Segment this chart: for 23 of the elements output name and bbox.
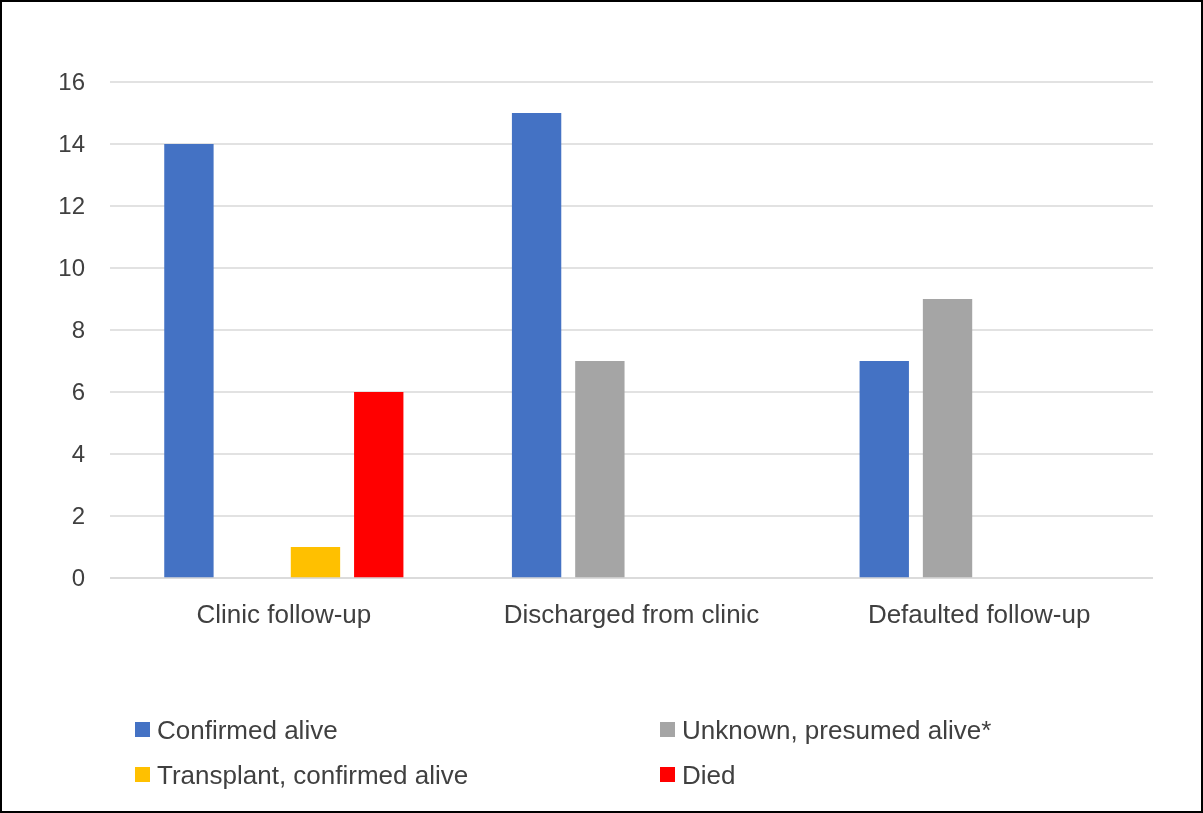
- x-tick-label: Clinic follow-up: [196, 599, 372, 629]
- bar: [164, 144, 214, 578]
- bar: [354, 392, 404, 578]
- y-tick-label: 0: [71, 564, 85, 592]
- legend-label: Unknown, presumed alive*: [682, 715, 992, 746]
- y-tick-label: 2: [71, 502, 85, 530]
- y-tick-label: 16: [58, 68, 85, 96]
- y-tick-label: 4: [71, 440, 85, 468]
- legend-label: Transplant, confirmed alive: [157, 760, 469, 791]
- bar: [922, 299, 973, 578]
- y-tick-label: 6: [71, 378, 85, 406]
- y-tick-label: 8: [71, 316, 85, 344]
- x-tick-label: Defaulted follow-up: [867, 599, 1091, 629]
- legend-label: Confirmed alive: [157, 715, 338, 746]
- bar: [290, 547, 341, 578]
- bar: [859, 361, 909, 578]
- y-tick-label: 10: [58, 254, 85, 282]
- legend-label: Died: [682, 760, 736, 791]
- bar: [511, 113, 562, 578]
- y-tick-label: 14: [58, 130, 85, 158]
- x-tick-label: Discharged from clinic: [503, 599, 760, 629]
- y-tick-label: 12: [58, 192, 85, 220]
- bar: [575, 361, 625, 578]
